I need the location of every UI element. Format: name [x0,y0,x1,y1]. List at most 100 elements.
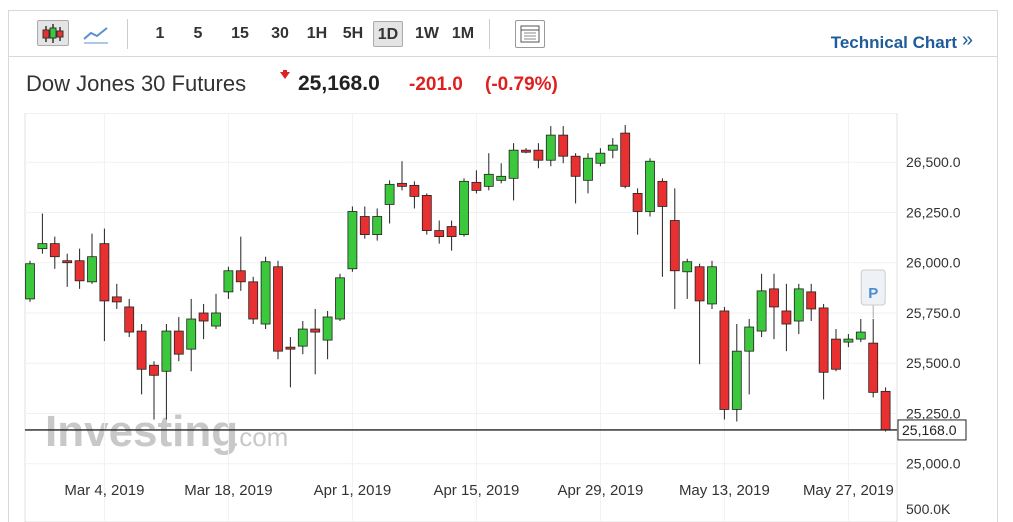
interval-button[interactable]: 5 [193,25,203,42]
y-tick-label: 26,000.0 [906,255,961,271]
y-tick-label: 25,750.0 [906,305,961,321]
layout-icon[interactable] [515,20,545,48]
candle-body [731,350,742,410]
candle-body [744,326,755,352]
candle-body [409,184,420,197]
candle-body [843,338,854,343]
candle-body [397,182,407,187]
price-change: -201.0 [409,74,463,95]
icon [520,25,540,43]
candle-body [769,288,779,308]
candle-body [87,256,97,283]
candle-body [37,243,48,250]
candle-body [707,266,717,305]
y-tick-label: 25,000.0 [906,456,961,472]
x-tick-label: May 13, 2019 [679,482,770,499]
price-label: 25,168.0 [902,422,957,438]
candle-body [74,260,85,282]
x-tick-label: May 27, 2019 [803,482,894,499]
candle-body [322,316,333,341]
candle-body [136,330,147,370]
toolbar: 1 5 15 30 1H 5H 1D 1W 1M Technical Chart » [9,11,997,57]
candle-body [25,263,35,300]
candle-body [806,291,817,310]
interval-button[interactable]: 1 [155,25,165,42]
interval-button[interactable]: 15 [231,25,249,42]
last-price: 25,168.0 [298,72,380,95]
candle-body [173,330,184,355]
candle-body [570,155,581,177]
y-tick-label: 26,250.0 [906,204,961,220]
candle-body [149,364,159,376]
widget-frame [8,10,998,522]
candle-body [607,144,618,151]
candle-body [161,330,172,372]
candle-body [421,195,432,231]
candle-body [198,312,209,322]
candle-body [99,243,110,302]
candle-body [297,328,308,347]
candle-body [868,342,879,393]
price-label-box [897,419,967,441]
candle-body [111,296,122,303]
candle-body [471,181,482,191]
candle-body [657,180,668,207]
separator [489,19,490,49]
icon [42,24,64,43]
candle-body [223,270,234,293]
candle-body [781,310,792,325]
candle-body [521,149,531,153]
x-tick-label: Apr 29, 2019 [557,482,643,499]
candle-body [583,157,593,181]
candle-body [372,216,383,235]
x-tick-label: Apr 15, 2019 [433,482,519,499]
candle-body [682,261,693,273]
price-change-percent: (-0.79%) [485,74,558,95]
interval-button[interactable]: 5H [342,25,364,42]
interval-button[interactable]: 1M [451,25,475,42]
technical-chart-link[interactable]: Technical Chart [830,33,957,52]
candle-body [285,346,296,350]
x-tick-label: Mar 18, 2019 [184,482,272,499]
candle-body [49,243,60,258]
candle-body [533,149,544,161]
candle-body [558,134,569,157]
candle-body [248,281,259,320]
candle-body [335,277,345,320]
y-tick-label: 25,250.0 [906,405,961,421]
interval-button[interactable]: 1D [373,21,403,47]
candle-body [260,261,271,325]
candle-body [620,132,631,187]
candle-body [235,270,246,283]
x-tick-label: Mar 4, 2019 [64,482,144,499]
candle-body [124,306,135,333]
watermark: Investing [45,407,238,456]
candle-body [880,390,891,431]
separator [127,19,128,49]
interval-button[interactable]: 1H [306,25,328,42]
candle-body [347,211,358,270]
candle-body [632,192,643,212]
candlestick-icon[interactable] [37,20,69,46]
candle-body [756,290,767,332]
candle-body [211,312,221,327]
candle-body [62,260,73,264]
candle-body [831,338,841,370]
interval-button[interactable]: 30 [271,25,289,42]
y-tick-label: 25,500.0 [906,355,961,371]
candle-body [793,288,804,322]
watermark-suffix: .com [232,422,288,452]
line-icon[interactable] [81,21,111,47]
x-tick-label: Apr 1, 2019 [314,482,392,499]
down-arrow [280,70,290,79]
candle-body [719,310,730,410]
candle-body [669,220,680,272]
interval-button[interactable]: 1W [415,25,439,42]
instrument-title: Dow Jones 30 Futures [26,71,247,96]
marker: P [868,285,878,302]
candle-body [694,266,705,302]
link-arrow[interactable]: » [961,29,973,51]
candle-body [446,226,457,238]
candle-body [186,318,197,350]
